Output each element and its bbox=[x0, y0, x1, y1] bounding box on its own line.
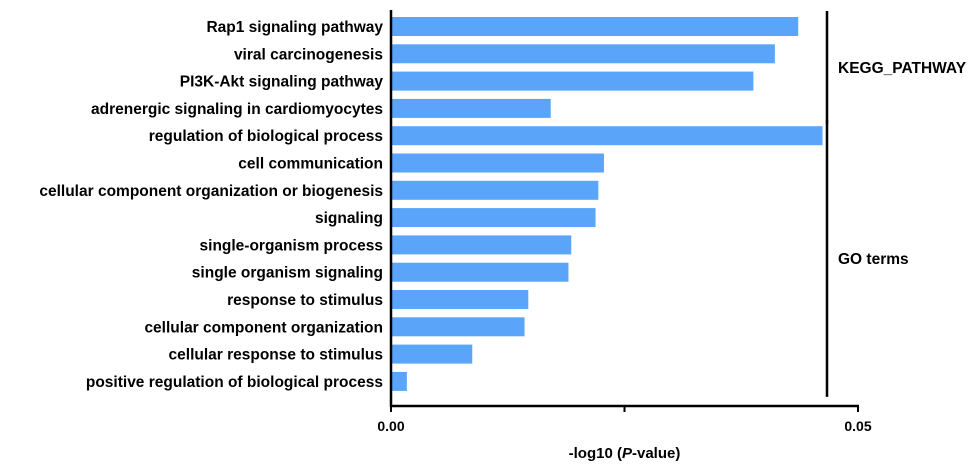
bar bbox=[391, 262, 569, 282]
category-label: single-organism process bbox=[200, 237, 383, 254]
bar bbox=[391, 44, 775, 64]
group-label: GO terms bbox=[838, 251, 909, 268]
category-label: signaling bbox=[315, 210, 383, 227]
category-label: cellular component organization or bioge… bbox=[39, 183, 383, 200]
bar bbox=[391, 180, 599, 200]
category-label: PI3K-Akt signaling pathway bbox=[180, 74, 384, 91]
x-axis-title: -log10 (P-value) bbox=[569, 445, 681, 462]
category-label: viral carcinogenesis bbox=[234, 46, 383, 63]
bars-group bbox=[391, 17, 823, 391]
bar bbox=[391, 317, 525, 337]
category-label: positive regulation of biological proces… bbox=[86, 374, 383, 391]
category-label: cellular response to stimulus bbox=[169, 347, 383, 364]
category-label: cell communication bbox=[238, 156, 383, 173]
category-label: Rap1 signaling pathway bbox=[206, 19, 383, 36]
bar bbox=[391, 153, 604, 173]
group-brackets: KEGG_PATHWAY GO terms bbox=[825, 11, 967, 397]
bar bbox=[391, 17, 799, 36]
bar bbox=[391, 371, 407, 391]
bar bbox=[391, 98, 551, 118]
bar bbox=[391, 344, 473, 364]
x-axis-title-prefix: -log10 ( bbox=[569, 445, 622, 462]
x-ticks: 0.00 0.05 bbox=[377, 406, 872, 434]
category-labels: Rap1 signaling pathway viral carcinogenes… bbox=[39, 19, 383, 391]
category-label: adrenergic signaling in cardiomyocytes bbox=[91, 101, 383, 118]
category-label: response to stimulus bbox=[227, 292, 383, 309]
category-label: cellular component organization bbox=[144, 319, 383, 336]
x-axis-title-suffix: -value) bbox=[632, 445, 680, 462]
x-axis-title-italic: P bbox=[622, 445, 633, 462]
group-label: KEGG_PATHWAY bbox=[838, 60, 967, 77]
category-label: regulation of biological process bbox=[149, 128, 383, 145]
category-label: single organism signaling bbox=[192, 265, 383, 282]
bar bbox=[391, 71, 754, 91]
bar bbox=[391, 290, 529, 309]
bar bbox=[391, 235, 572, 255]
bar bbox=[391, 126, 823, 146]
x-tick-label: 0.05 bbox=[844, 418, 871, 434]
bar bbox=[391, 208, 596, 228]
x-tick-label: 0.00 bbox=[377, 418, 404, 434]
